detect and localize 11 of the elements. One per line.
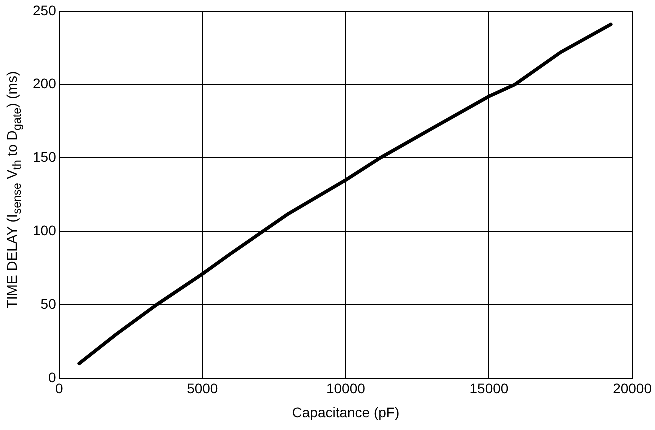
y-tick-label: 100 [33,222,57,238]
x-tick-label: 10000 [326,380,366,397]
y-tick-label: 0 [48,369,57,386]
x-tick-label: 15000 [470,380,509,397]
y-tick-label: 150 [33,149,57,166]
y-tick-label: 50 [40,296,57,312]
x-tick-label: 5000 [187,380,218,397]
x-axis-title: Capacitance (pF) [292,404,400,420]
y-tick-label: 250 [33,2,57,18]
y-tick-label: 200 [33,76,57,92]
x-tick-label: 20000 [613,380,652,397]
